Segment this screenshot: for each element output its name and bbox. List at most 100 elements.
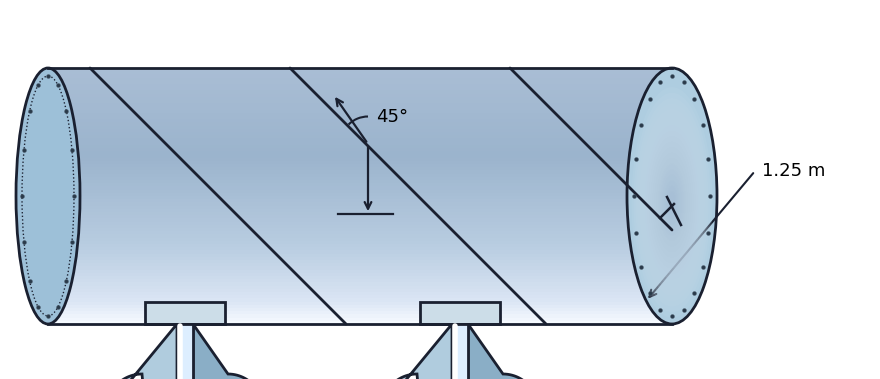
Polygon shape [48,129,672,132]
Ellipse shape [627,68,717,324]
Polygon shape [48,244,672,247]
Polygon shape [48,68,672,71]
Polygon shape [48,122,672,125]
Ellipse shape [653,147,692,257]
Polygon shape [48,91,672,94]
Polygon shape [48,295,672,298]
Polygon shape [48,282,672,286]
Polygon shape [48,186,672,190]
Polygon shape [48,154,672,158]
Polygon shape [48,183,672,186]
Polygon shape [48,308,672,311]
Polygon shape [48,241,672,244]
Polygon shape [48,151,672,154]
Polygon shape [382,324,452,379]
Ellipse shape [664,180,679,225]
Text: 1.25 m: 1.25 m [762,162,825,180]
Polygon shape [48,215,672,218]
Polygon shape [48,106,672,110]
Polygon shape [48,74,672,78]
Polygon shape [48,125,672,129]
Polygon shape [48,148,672,151]
Ellipse shape [668,191,676,214]
Polygon shape [48,78,672,81]
Polygon shape [452,324,468,379]
Polygon shape [48,135,672,138]
Polygon shape [48,257,672,260]
Ellipse shape [649,136,695,268]
Polygon shape [48,251,672,254]
Polygon shape [48,254,672,257]
Polygon shape [48,180,672,183]
Polygon shape [48,138,672,142]
Polygon shape [48,289,672,292]
Polygon shape [48,202,672,205]
Polygon shape [48,305,672,308]
Ellipse shape [642,114,703,290]
Polygon shape [145,302,225,324]
Polygon shape [48,71,672,74]
Polygon shape [48,84,672,87]
Polygon shape [48,238,672,241]
Text: 45°: 45° [376,108,408,126]
Polygon shape [48,218,672,222]
Polygon shape [48,132,672,135]
Polygon shape [48,311,672,315]
Polygon shape [193,324,263,379]
Ellipse shape [655,153,689,252]
Polygon shape [48,164,672,167]
Polygon shape [48,225,672,228]
Polygon shape [48,315,672,318]
Polygon shape [48,269,672,273]
Polygon shape [48,196,672,199]
Ellipse shape [666,186,678,219]
Polygon shape [48,205,672,209]
Polygon shape [48,193,672,196]
Polygon shape [177,324,193,379]
Polygon shape [48,286,672,289]
Polygon shape [48,279,672,282]
Polygon shape [48,222,672,225]
Polygon shape [48,100,672,103]
Polygon shape [48,234,672,238]
Polygon shape [48,158,672,161]
Polygon shape [420,302,500,324]
Ellipse shape [632,87,713,318]
Polygon shape [48,110,672,113]
Polygon shape [48,167,672,171]
Polygon shape [48,171,672,174]
Ellipse shape [16,68,80,324]
Polygon shape [48,161,672,164]
Ellipse shape [643,120,701,285]
Polygon shape [48,273,672,276]
Polygon shape [48,321,672,324]
Ellipse shape [639,109,705,296]
Ellipse shape [634,93,710,312]
Polygon shape [468,324,538,379]
Polygon shape [48,190,672,193]
Polygon shape [48,212,672,215]
Polygon shape [48,228,672,231]
Polygon shape [48,97,672,100]
Ellipse shape [658,164,686,241]
Polygon shape [48,318,672,321]
Ellipse shape [645,125,699,279]
Ellipse shape [637,103,707,301]
Polygon shape [48,231,672,234]
Polygon shape [48,119,672,122]
Polygon shape [48,145,672,148]
Polygon shape [107,324,177,379]
Polygon shape [48,260,672,263]
Polygon shape [48,87,672,91]
Polygon shape [48,113,672,116]
Polygon shape [48,94,672,97]
Ellipse shape [650,142,693,263]
Polygon shape [48,266,672,269]
Polygon shape [48,103,672,106]
Ellipse shape [663,175,682,230]
Polygon shape [48,81,672,84]
Polygon shape [48,247,672,251]
Ellipse shape [635,98,708,307]
Ellipse shape [647,131,697,274]
Polygon shape [48,174,672,177]
